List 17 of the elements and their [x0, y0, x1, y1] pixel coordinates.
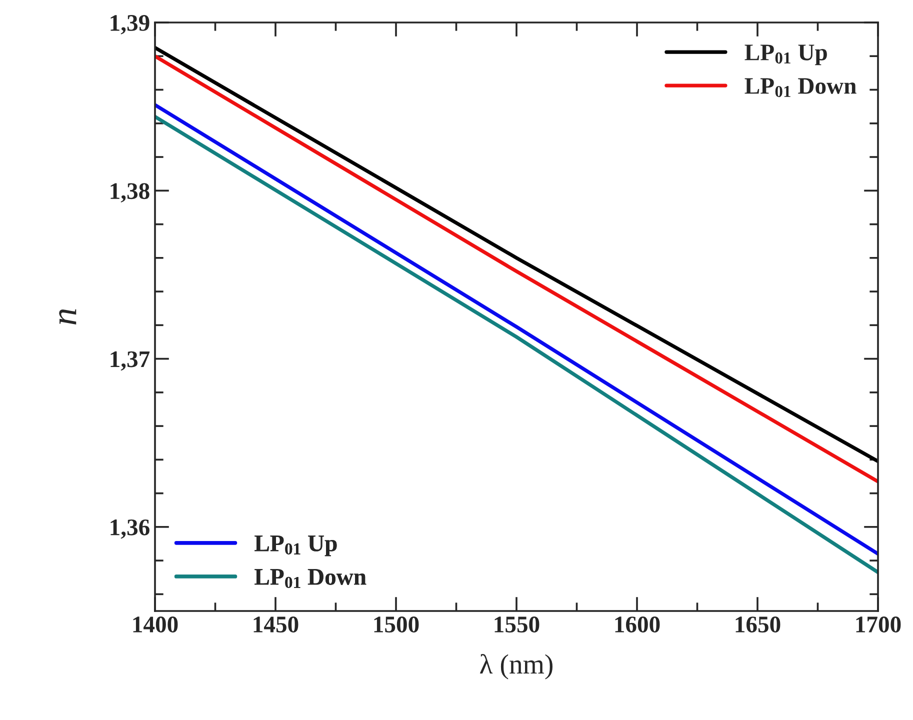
x-tick-label: 1500 — [374, 616, 419, 632]
x-tick-label: 1650 — [736, 616, 780, 632]
legend-label: LP$_{01}$ Up — [254, 536, 337, 556]
x-tick-label: 1700 — [856, 616, 901, 632]
legend-label: LP$_{01}$ Up — [744, 44, 827, 66]
x-tick-label: 1550 — [494, 616, 540, 632]
x-tick-label: 1450 — [254, 616, 298, 632]
x-axis-title: λ (nm) — [480, 654, 552, 680]
x-tick-label: 1400 — [133, 616, 178, 632]
y-tick-label: 1,36 — [110, 519, 150, 539]
legend-label: LP$_{01}$ Down — [254, 569, 366, 588]
y-axis-title: n — [59, 309, 76, 324]
y-tick-label: 1,39 — [110, 15, 150, 34]
y-tick-label: 1,38 — [110, 183, 150, 202]
x-tick-label: 1600 — [615, 616, 660, 632]
y-tick-label: 1,37 — [110, 351, 150, 371]
legend-label: LP$_{01}$ Down — [744, 78, 856, 98]
